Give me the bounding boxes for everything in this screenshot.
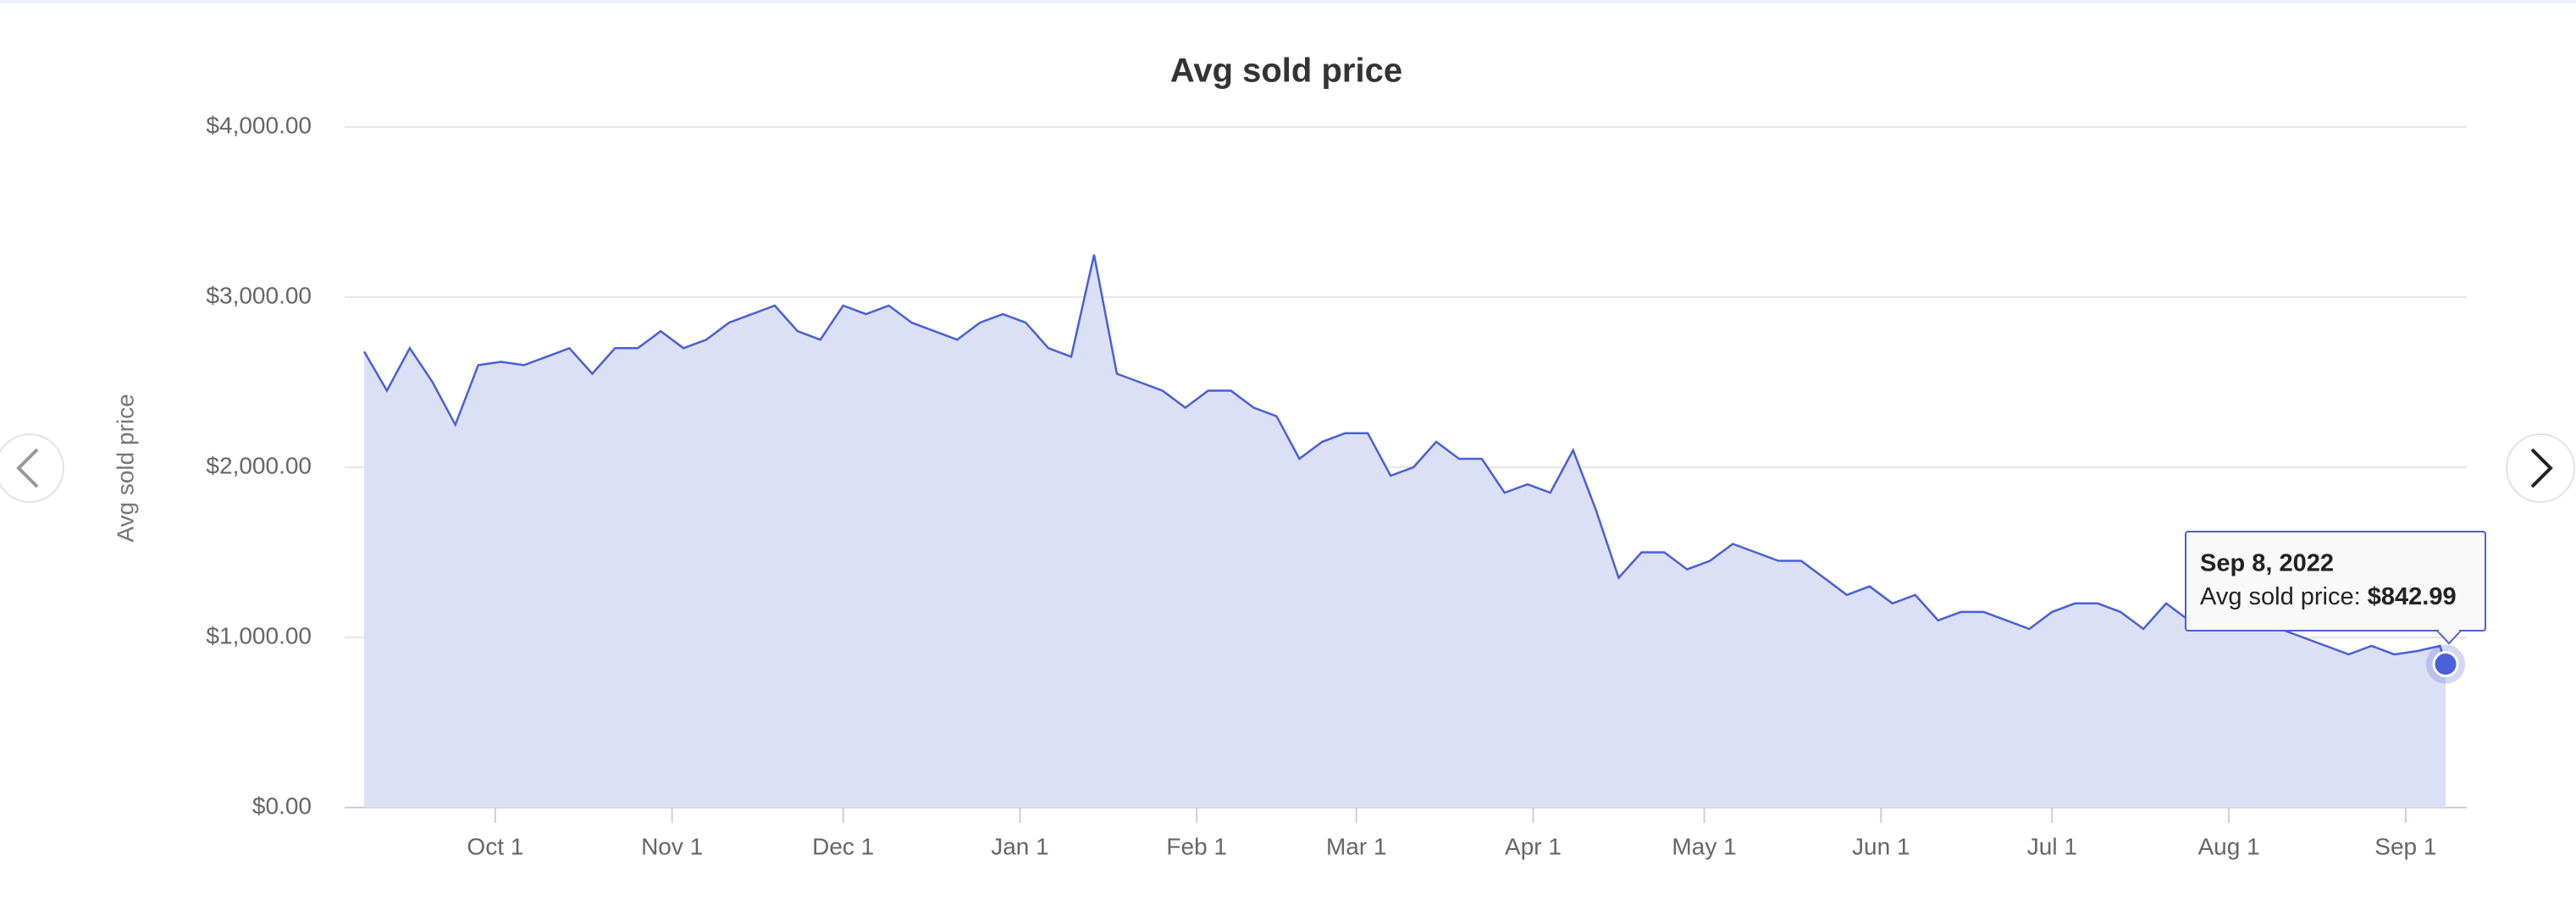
nav-next-arrow[interactable] bbox=[2530, 448, 2553, 488]
hover-point bbox=[2432, 651, 2459, 678]
top-border bbox=[0, 0, 2576, 3]
tooltip-value: $842.99 bbox=[2368, 583, 2457, 610]
x-tick-label: Aug 1 bbox=[2198, 833, 2260, 859]
line bbox=[362, 254, 2447, 665]
chart-title: Avg sold price bbox=[1170, 52, 1402, 90]
x-tick-label: Dec 1 bbox=[812, 833, 874, 859]
nav-prev-circle[interactable] bbox=[0, 433, 64, 503]
x-tick-label: May 1 bbox=[1672, 833, 1736, 859]
tooltip: Sep 8, 2022 Avg sold price: $842.99 bbox=[2185, 531, 2486, 645]
y-tick-label: $2,000.00 bbox=[206, 452, 312, 478]
x-tick-label: Sep 1 bbox=[2374, 833, 2436, 859]
tooltip-body: Avg sold price: $842.99 bbox=[2200, 583, 2457, 610]
area bbox=[364, 254, 2446, 808]
y-tick-label: $3,000.00 bbox=[206, 282, 312, 308]
y-axis-label: Avg sold price bbox=[112, 394, 138, 542]
y-tick-label: $0.00 bbox=[252, 792, 312, 819]
x-tick-label: Oct 1 bbox=[467, 833, 523, 859]
nav-next[interactable] bbox=[2506, 433, 2575, 503]
x-tick-label: Nov 1 bbox=[641, 833, 703, 859]
tooltip-title: Sep 8, 2022 bbox=[2200, 550, 2334, 577]
x-tick-label: Jan 1 bbox=[991, 833, 1049, 859]
x-tick-label: Jul 1 bbox=[2027, 833, 2077, 859]
x-tick-label: Mar 1 bbox=[1326, 833, 1387, 859]
nav-prev-arrow[interactable] bbox=[16, 448, 39, 488]
nav-prev[interactable] bbox=[0, 433, 64, 503]
x-tick-label: Jun 1 bbox=[1852, 833, 1910, 859]
y-tick-label: $4,000.00 bbox=[206, 112, 312, 138]
tooltip-series: Avg sold price: bbox=[2200, 583, 2361, 610]
tooltip-box bbox=[2185, 531, 2486, 632]
plot: $0.00 $1,000.00 $2,000.00 $3,000.00 $4,000.0… bbox=[206, 112, 2467, 859]
nav-next-circle[interactable] bbox=[2506, 433, 2575, 503]
x-tick-label: Apr 1 bbox=[1505, 833, 1562, 859]
y-tick-label: $1,000.00 bbox=[206, 622, 312, 648]
x-tick-label: Feb 1 bbox=[1166, 833, 1227, 859]
